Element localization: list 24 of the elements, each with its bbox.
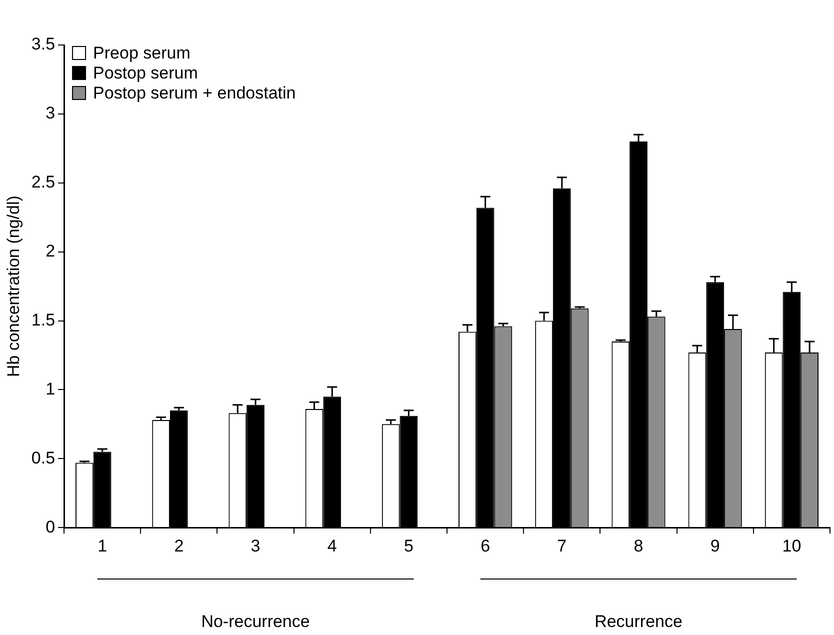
- text: No-recurrence: [201, 612, 310, 631]
- y-axis-title: Hb concentration (ng/dl): [4, 196, 23, 378]
- y-tick-label: 0: [46, 517, 56, 536]
- y-tick-label: 1.5: [31, 310, 56, 330]
- x-tick-label: 10: [782, 536, 802, 556]
- y-tick-label: 3: [46, 104, 56, 123]
- y-tick-label: 0.5: [31, 448, 56, 468]
- y-tick-label: 3.5: [31, 34, 56, 54]
- y-tick-label: 2.5: [31, 172, 56, 192]
- y-tick-label: 1: [46, 379, 56, 398]
- x-tick-label: 3: [250, 536, 260, 556]
- x-tick-label: 2: [174, 536, 184, 556]
- legend-label: Postop serum: [93, 64, 198, 83]
- text: Recurrence: [594, 612, 682, 631]
- legend-label: Postop serum + endostatin: [93, 84, 296, 103]
- x-tick-label: 5: [404, 536, 414, 556]
- x-tick-label: 4: [327, 536, 337, 556]
- y-tick-label: 2: [46, 242, 56, 261]
- x-tick-label: 8: [634, 536, 644, 556]
- x-tick-label: 7: [557, 536, 567, 556]
- x-tick-label: 6: [480, 536, 490, 556]
- legend-label: Preop serum: [93, 44, 190, 63]
- x-tick-label: 9: [710, 536, 720, 556]
- x-tick-label: 1: [98, 536, 108, 556]
